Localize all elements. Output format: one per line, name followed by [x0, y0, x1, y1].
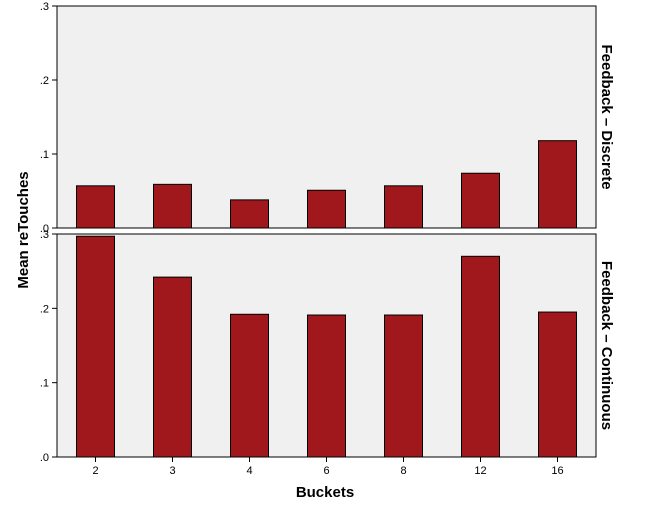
y-tick-label: .0 — [40, 452, 49, 464]
x-tick-label: 8 — [400, 465, 406, 477]
y-tick-label: .3 — [40, 1, 49, 13]
bar-6 — [307, 314, 346, 458]
bar-16 — [538, 311, 577, 458]
y-tick-label: .1 — [40, 149, 49, 161]
y-axis-title: Mean reTouches — [15, 171, 32, 288]
bar-8 — [384, 185, 423, 229]
x-axis: 2 3 4 6 8 12 16 — [92, 457, 564, 477]
x-tick-label: 2 — [92, 465, 98, 477]
facet-label: Feedback – Continuous — [598, 261, 615, 430]
bar-4 — [230, 199, 269, 229]
bar-12 — [461, 255, 500, 458]
bar-2 — [76, 235, 115, 458]
x-axis-title: Buckets — [296, 484, 354, 501]
x-tick-label: 6 — [323, 465, 329, 477]
y-tick-label: .0 — [40, 223, 49, 235]
y-tick-label: .2 — [40, 75, 49, 87]
panel-1: .0 .1 .2 .3 Feedback – Discrete — [40, 1, 615, 235]
bar-3 — [153, 183, 192, 229]
panels-layer: .0 .1 .2 .3 Feedback – Discrete .0 .1 .2 .3 Feedb… — [40, 1, 615, 464]
bar-3 — [153, 276, 192, 458]
x-tick-label: 16 — [551, 465, 563, 477]
bar-12 — [461, 172, 500, 229]
x-tick-label: 12 — [474, 465, 486, 477]
y-tick-label: .2 — [40, 303, 49, 315]
bar-6 — [307, 189, 346, 229]
bar-4 — [230, 313, 269, 458]
y-tick-label: .3 — [40, 229, 49, 241]
bar-8 — [384, 314, 423, 458]
bar-16 — [538, 140, 577, 229]
y-tick-label: .1 — [40, 378, 49, 390]
x-tick-label: 4 — [246, 465, 252, 477]
facet-label: Feedback – Discrete — [598, 44, 615, 189]
bar-2 — [76, 185, 115, 229]
panel-2: .0 .1 .2 .3 Feedback – Continuous — [40, 229, 615, 464]
x-tick-label: 3 — [169, 465, 175, 477]
